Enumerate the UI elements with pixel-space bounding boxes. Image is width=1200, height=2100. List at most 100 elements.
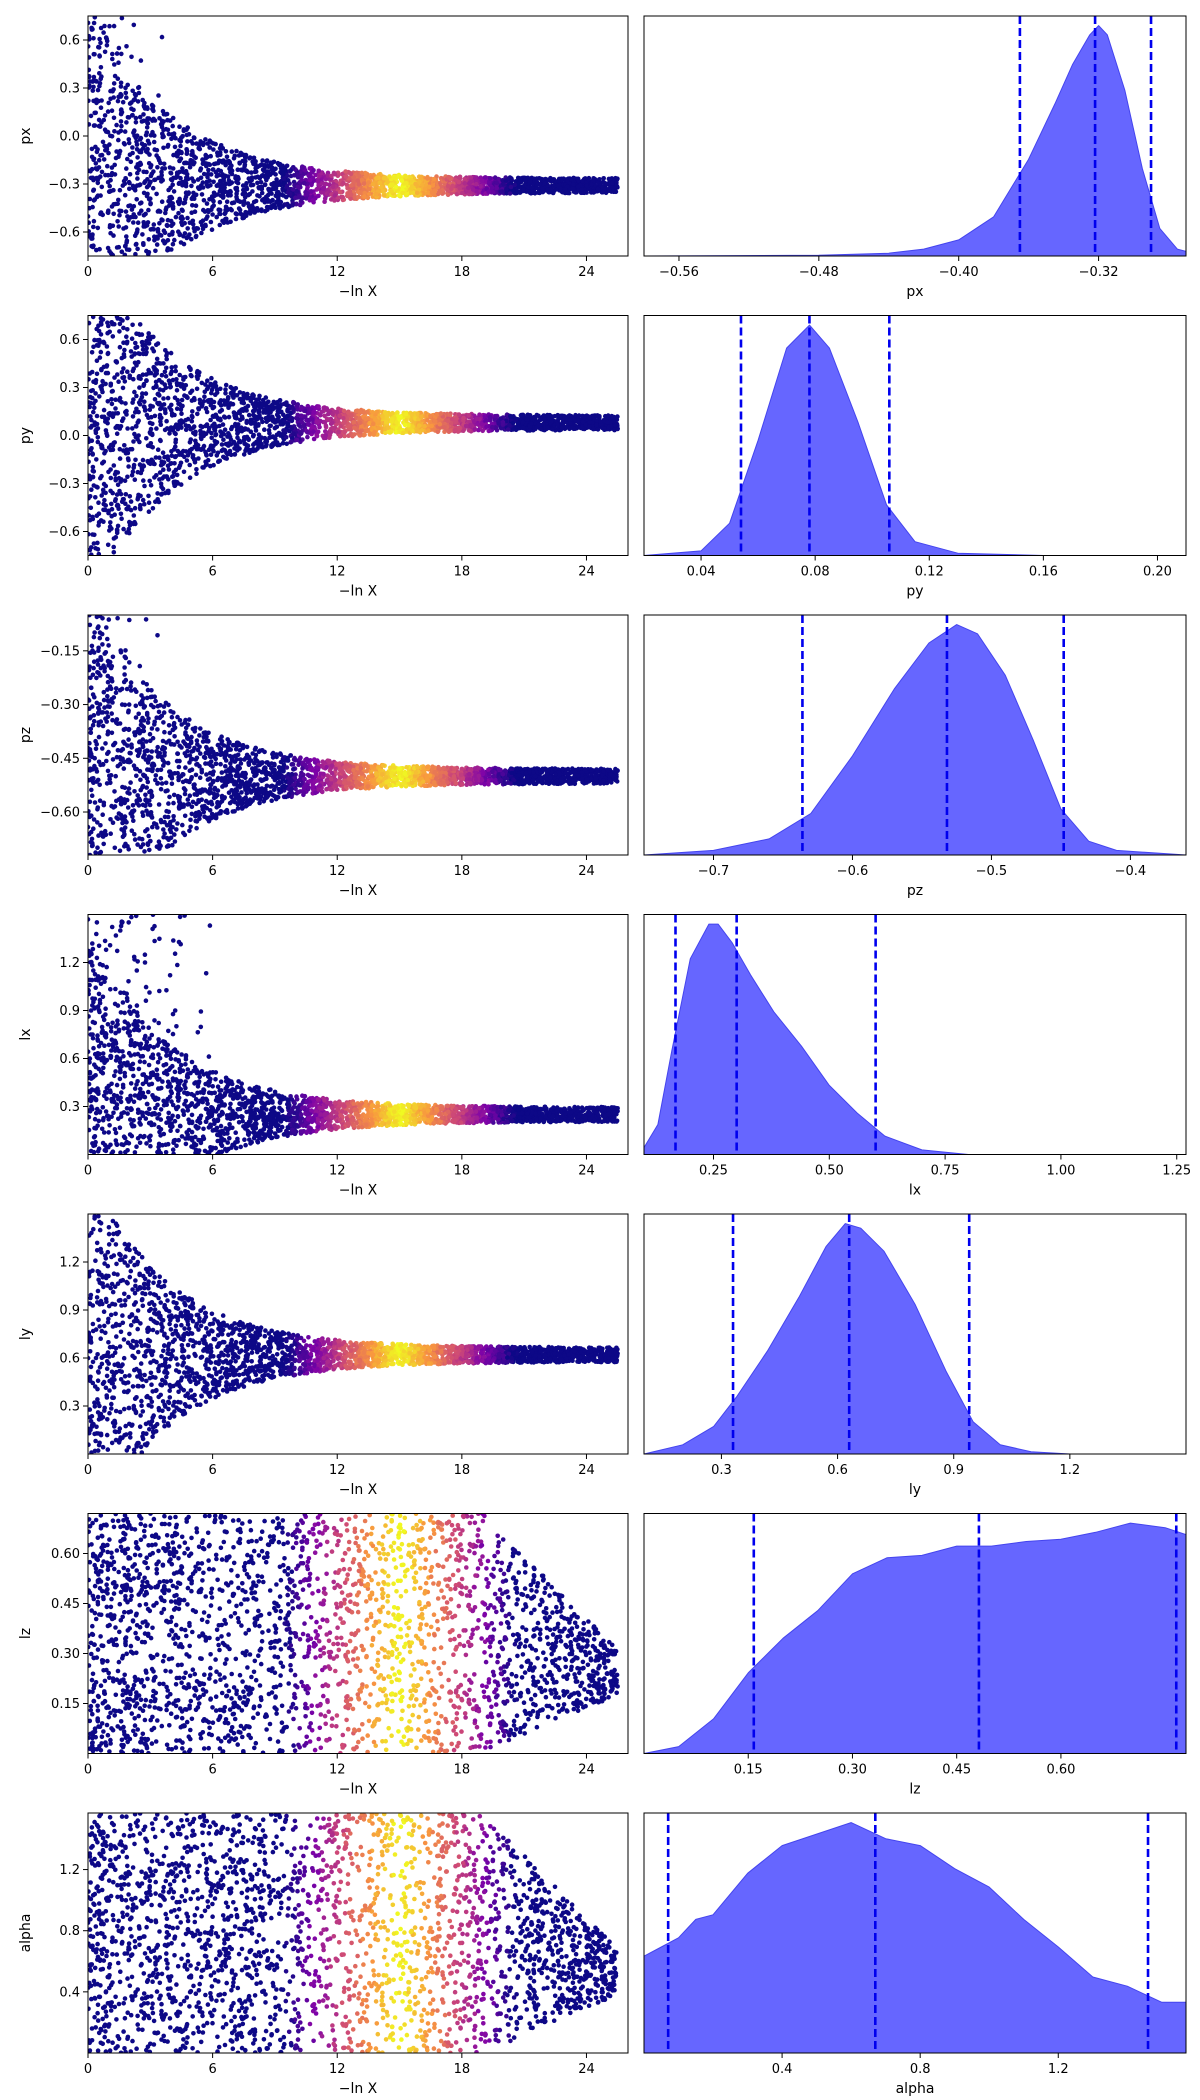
trace-point [208, 417, 213, 423]
trace-point [130, 426, 135, 431]
trace-point [102, 143, 107, 149]
trace-point [112, 62, 117, 67]
trace-point [523, 177, 528, 183]
trace-point [132, 431, 137, 437]
trace-point [95, 547, 101, 552]
trace-point [571, 182, 576, 187]
trace-point [243, 153, 248, 158]
trace-point [542, 180, 547, 186]
trace-point [105, 351, 111, 357]
trace-point [213, 432, 219, 437]
trace-point [131, 22, 137, 28]
trace-point [134, 197, 139, 202]
trace-point [172, 454, 178, 460]
trace-point [238, 167, 244, 173]
trace-point [445, 183, 451, 189]
trace-point [193, 203, 199, 208]
trace-point [88, 388, 94, 394]
trace-xtick-label-0-4: 24 [578, 265, 595, 280]
trace-point [337, 189, 343, 195]
trace-point [288, 191, 293, 197]
trace-point [517, 190, 523, 195]
trace-point [113, 476, 118, 481]
trace-point [94, 326, 99, 332]
trace-point [387, 430, 393, 435]
trace-point [121, 416, 126, 421]
trace-point [129, 472, 135, 478]
trace-point [196, 145, 201, 151]
trace-point [435, 185, 440, 190]
trace-point [94, 149, 100, 155]
trace-point [223, 387, 228, 392]
trace-point [606, 186, 612, 192]
trace-point [137, 462, 143, 467]
trace-point [126, 137, 132, 142]
trace-point [255, 180, 260, 186]
trace-point [227, 165, 233, 171]
trace-point [540, 186, 545, 191]
trace-point [264, 204, 270, 210]
trace-point [102, 497, 107, 503]
trace-point [137, 137, 143, 142]
trace-point [95, 87, 101, 93]
trace-point [119, 477, 124, 482]
trace-point [125, 115, 131, 120]
trace-point [213, 441, 218, 447]
trace-point [371, 421, 376, 427]
trace-point [88, 113, 94, 119]
trace-point [294, 404, 300, 409]
trace-point [299, 177, 304, 182]
trace-point [96, 551, 102, 556]
trace-point [324, 416, 330, 422]
trace-point [91, 198, 97, 203]
trace-point [124, 412, 129, 417]
trace-point [504, 186, 509, 192]
trace-point [591, 426, 596, 432]
trace-point [283, 415, 288, 421]
trace-point [131, 366, 136, 372]
trace-point [303, 196, 309, 201]
trace-point [98, 193, 103, 198]
trace-point [146, 161, 152, 166]
trace-point [152, 397, 158, 402]
trace-point [200, 218, 206, 223]
trace-point [273, 166, 278, 172]
trace-point [101, 507, 106, 513]
trace-point [244, 418, 250, 424]
trace-point [91, 36, 96, 41]
trace-point [90, 204, 95, 210]
trace-point [94, 371, 100, 377]
trace-point [343, 169, 348, 174]
trace-point [260, 444, 266, 450]
trace-point [437, 188, 442, 194]
trace-point [166, 198, 171, 204]
trace-point [162, 230, 168, 236]
trace-point [221, 437, 226, 443]
trace-point [233, 186, 238, 191]
trace-point [507, 191, 513, 196]
trace-point [177, 372, 182, 378]
trace-point [100, 139, 106, 145]
trace-point [90, 516, 96, 522]
trace-point [118, 91, 123, 97]
trace-point [188, 160, 194, 166]
trace-point [281, 171, 286, 177]
trace-point [223, 210, 228, 215]
trace-point [88, 547, 93, 553]
trace-point [217, 211, 222, 216]
trace-point [179, 425, 184, 430]
trace-point [601, 426, 607, 431]
trace-point [95, 439, 101, 445]
trace-point [218, 143, 224, 148]
trace-point [141, 478, 146, 483]
trace-point [193, 438, 198, 444]
trace-point [285, 421, 291, 427]
trace-point [487, 176, 493, 181]
trace-point [130, 400, 135, 405]
trace-point [160, 108, 166, 114]
trace-point [95, 225, 101, 231]
trace-point [281, 176, 287, 181]
trace-point [166, 187, 171, 193]
trace-point [281, 431, 287, 437]
trace-point [527, 179, 533, 184]
